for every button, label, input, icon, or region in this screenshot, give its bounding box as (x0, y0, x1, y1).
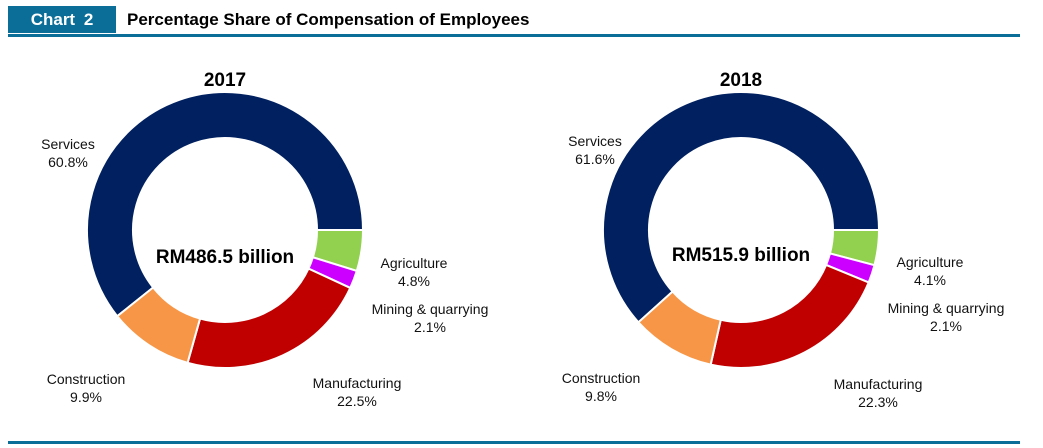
label-name-agriculture-2017: Agriculture (381, 255, 448, 271)
label-name-services-2018: Services (568, 133, 622, 149)
slice-manufacturing-2018 (709, 263, 870, 369)
donut-slices-2017 (86, 91, 365, 369)
label-value-construction-2017: 9.9% (70, 389, 102, 405)
label-value-agriculture-2018: 4.1% (914, 272, 946, 288)
footer-rule (8, 441, 1020, 444)
center-total-2018: RM515.9 billion (672, 245, 810, 266)
slice-services-2018 (602, 91, 881, 324)
header-rule (8, 34, 1020, 37)
chart-title: Percentage Share of Compensation of Empl… (127, 10, 530, 29)
label-value-mining-2017: 2.1% (414, 319, 446, 335)
donut-chart-2017: 2017 RM486.5 billion Services 60.8% Agri… (41, 70, 488, 409)
slice-construction-2017 (115, 286, 202, 365)
chart-year-2017: 2017 (204, 70, 246, 91)
donut-chart-2018: 2018 RM515.9 billion Services 61.6% Agri… (562, 70, 1005, 410)
label-name-services-2017: Services (41, 136, 95, 152)
label-value-mining-2018: 2.1% (930, 318, 962, 334)
label-value-services-2018: 61.6% (575, 151, 615, 167)
label-name-construction-2017: Construction (47, 371, 126, 387)
label-value-agriculture-2017: 4.8% (398, 273, 430, 289)
center-total-2017: RM486.5 billion (156, 247, 294, 268)
label-name-manufacturing-2018: Manufacturing (834, 376, 923, 392)
label-value-construction-2018: 9.8% (585, 388, 617, 404)
label-name-agriculture-2018: Agriculture (897, 254, 964, 270)
label-name-mining-2017: Mining & quarrying (372, 301, 489, 317)
label-name-construction-2018: Construction (562, 370, 641, 386)
label-name-manufacturing-2017: Manufacturing (313, 375, 402, 391)
label-name-mining-2018: Mining & quarrying (888, 300, 1005, 316)
label-value-manufacturing-2017: 22.5% (337, 393, 377, 409)
slice-manufacturing-2017 (186, 267, 352, 369)
chart-number-badge: Chart 2 (8, 6, 116, 33)
donut-slices-2018 (602, 91, 881, 369)
slice-services-2017 (86, 91, 365, 318)
chart-year-2018: 2018 (720, 70, 762, 91)
slice-construction-2018 (637, 290, 722, 366)
label-value-manufacturing-2018: 22.3% (858, 394, 898, 410)
label-value-services-2017: 60.8% (48, 154, 88, 170)
chart-header: Chart 2 Percentage Share of Compensation… (8, 6, 1020, 37)
